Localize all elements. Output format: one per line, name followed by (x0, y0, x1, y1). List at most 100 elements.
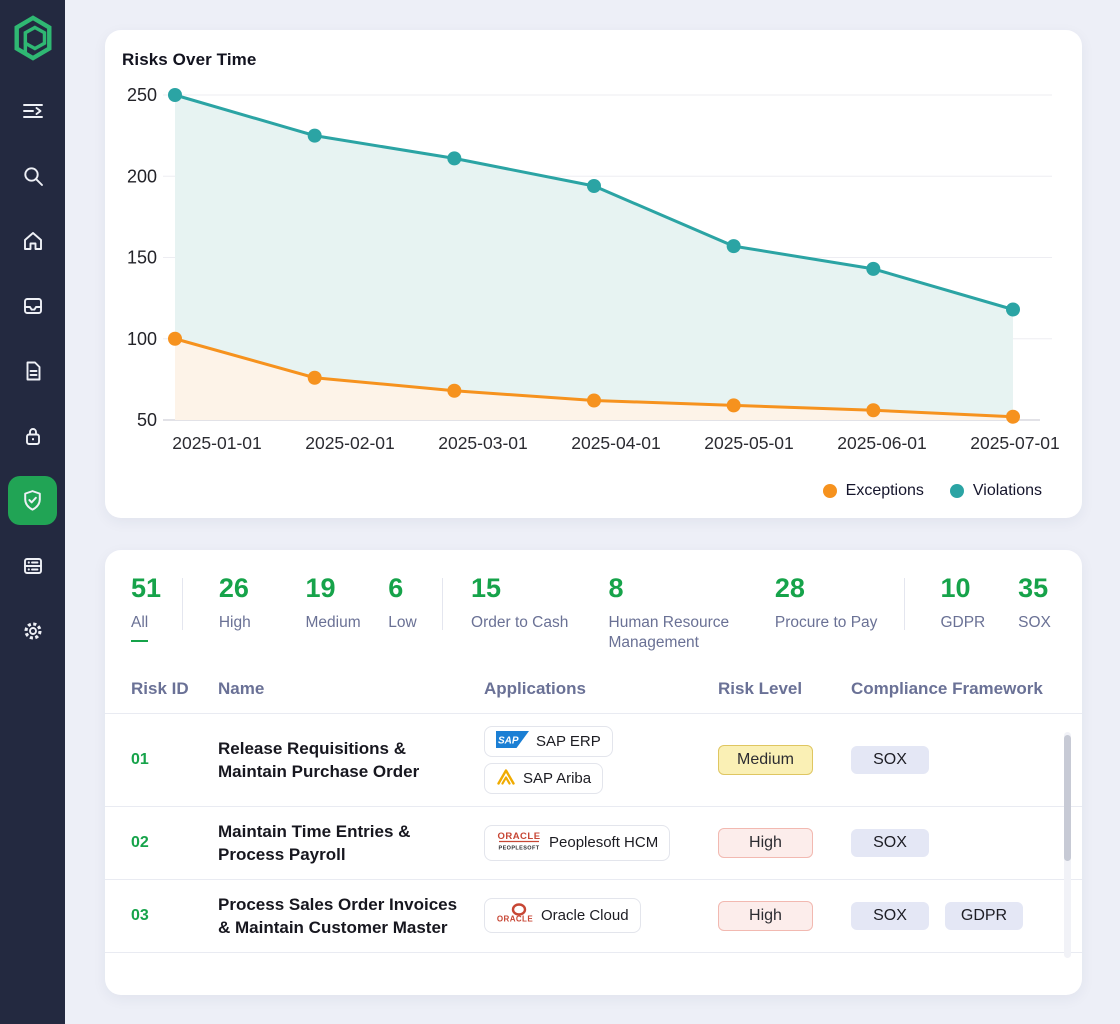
sidebar-item-shield-check[interactable] (8, 476, 57, 525)
stat-filter-sox[interactable]: 35 SOX (1018, 573, 1058, 633)
risk-level-badge-high: High (718, 827, 813, 858)
table-header: Risk ID Name Applications Risk Level Complia… (105, 679, 1082, 714)
svg-text:PEOPLESOFT: PEOPLESOFT (499, 845, 540, 851)
stat-label: SOX (1018, 613, 1051, 631)
sidebar-item-lock[interactable] (8, 411, 57, 460)
table-row[interactable]: 03 Process Sales Order Invoices & Maintai… (105, 880, 1082, 953)
column-header-compliance-framework: Compliance Framework (851, 678, 1043, 698)
risk-name: Release Requisitions & Maintain Purchase… (218, 738, 420, 781)
stat-value: 19 (305, 573, 336, 603)
risk-name: Process Sales Order Invoices & Maintain … (218, 894, 458, 937)
frameworks-cell: SOX (851, 745, 1052, 774)
svg-text:ORACLE: ORACLE (497, 915, 533, 924)
hexagon-logo-icon (14, 15, 51, 61)
risk-id: 01 (131, 750, 149, 768)
stat-value: 35 (1018, 573, 1049, 603)
stat-filter-all[interactable]: 51 All (131, 573, 182, 642)
svg-text:2025-01-01: 2025-01-01 (172, 433, 262, 453)
sidebar (0, 0, 65, 1024)
stat-label: Order to Cash (471, 613, 569, 631)
svg-text:150: 150 (127, 248, 157, 268)
stat-filter-high[interactable]: 26 High (218, 573, 306, 633)
sidebar-item-inbox[interactable] (8, 281, 57, 330)
app-name: SAP ERP (536, 732, 601, 750)
shield-check-icon (20, 488, 45, 513)
risk-filter-stats: 51 All 26 High 19 Medium 6 Low 15 Order to Cash 8 H… (105, 550, 1082, 653)
risk-level-badge-medium: Medium (718, 744, 813, 775)
column-header-risk-id: Risk ID (131, 678, 189, 698)
stats-divider (442, 578, 444, 630)
svg-text:2025-05-01: 2025-05-01 (704, 433, 794, 453)
stat-value: 10 (940, 573, 971, 603)
legend-dot (949, 484, 964, 498)
sidebar-item-search[interactable] (8, 151, 57, 200)
sidebar-item-home[interactable] (8, 216, 57, 265)
oracle-peoplesoft-logo: ORACLE PEOPLESOFT (496, 830, 542, 856)
risk-level-cell: Medium (718, 744, 851, 775)
stat-filter-medium[interactable]: 19 Medium (305, 573, 389, 633)
menu-collapse-icon (21, 99, 45, 123)
inbox-icon (21, 294, 45, 318)
framework-badge-sox: SOX (851, 745, 929, 774)
sap-logo: SAP (496, 730, 529, 752)
sidebar-item-server-list[interactable] (8, 541, 57, 590)
chart-legend: Exceptions Violations (822, 482, 1042, 500)
stat-label: Procure to Pay (774, 613, 878, 631)
document-icon (21, 359, 45, 383)
chart-title: Risks Over Time (122, 50, 257, 69)
app-chip-sap-erp: SAP SAP ERP (484, 725, 613, 757)
risk-id: 02 (131, 833, 149, 851)
table-row[interactable]: 01 Release Requisitions & Maintain Purcha… (105, 714, 1082, 807)
framework-badge-sox: SOX (851, 901, 929, 930)
stat-value: 28 (774, 573, 805, 603)
risks-over-time-card: Risks Over Time 250 200 150 100 50 2025-01-01… (105, 30, 1082, 518)
frameworks-cell: SOX (851, 828, 1052, 857)
svg-text:250: 250 (127, 85, 157, 105)
stat-value: 15 (471, 573, 502, 603)
applications-cell: ORACLE PEOPLESOFT Peoplesoft HCM (484, 824, 718, 861)
risk-id: 03 (131, 906, 149, 924)
svg-text:200: 200 (127, 166, 157, 186)
sidebar-item-document[interactable] (8, 346, 57, 395)
legend-item-violations[interactable]: Violations (949, 482, 1042, 500)
app-name: Peoplesoft HCM (549, 834, 659, 852)
stat-label: High (218, 613, 251, 631)
table-scrollbar-track[interactable] (1064, 732, 1071, 958)
stat-filter-order-to-cash[interactable]: 15 Order to Cash (471, 573, 609, 633)
settings-gear-icon (21, 619, 45, 643)
sidebar-item-menu-collapse[interactable] (8, 86, 57, 135)
stats-divider (181, 578, 183, 630)
app-chip-peoplesoft-hcm: ORACLE PEOPLESOFT Peoplesoft HCM (484, 824, 671, 861)
stat-label: All (131, 613, 182, 642)
risks-table-card: 51 All 26 High 19 Medium 6 Low 15 Order to Cash 8 H… (105, 550, 1082, 995)
risk-level-cell: High (718, 900, 851, 931)
app-logo[interactable] (8, 12, 58, 64)
table-row[interactable]: 02 Maintain Time Entries & Process Payrol… (105, 807, 1082, 880)
svg-text:2025-03-01: 2025-03-01 (438, 433, 528, 453)
stat-filter-low[interactable]: 6 Low (388, 573, 442, 633)
stat-filter-procure-to-pay[interactable]: 28 Procure to Pay (774, 573, 905, 633)
stat-label: Low (388, 613, 417, 631)
svg-text:2025-07-01: 2025-07-01 (970, 433, 1060, 453)
framework-badge-sox: SOX (851, 828, 929, 857)
app-name: SAP Ariba (523, 769, 592, 787)
home-icon (21, 229, 45, 253)
table-scrollbar-thumb[interactable] (1064, 735, 1071, 861)
main-content: Risks Over Time 250 200 150 100 50 2025-01-01… (65, 0, 1120, 1024)
legend-item-exceptions[interactable]: Exceptions (822, 482, 924, 500)
column-header-name: Name (218, 678, 265, 698)
stat-filter-human-resource-management[interactable]: 8 Human Resource Management (609, 573, 775, 653)
applications-cell: ORACLE Oracle Cloud (484, 898, 718, 934)
sidebar-item-settings-gear[interactable] (8, 606, 57, 655)
svg-text:2025-04-01: 2025-04-01 (571, 433, 661, 453)
legend-dot (822, 484, 837, 498)
sap-ariba-logo (496, 768, 516, 789)
stat-value: 6 (388, 573, 404, 603)
stat-filter-gdpr[interactable]: 10 GDPR (940, 573, 1018, 633)
risks-over-time-chart: 250 200 150 100 50 2025-01-01 2025-02-01 2025-0… (127, 85, 1060, 453)
risk-level-cell: High (718, 827, 851, 858)
stat-label: GDPR (940, 613, 986, 631)
column-header-risk-level: Risk Level (718, 678, 803, 698)
svg-text:2025-02-01: 2025-02-01 (305, 433, 395, 453)
risk-level-badge-high: High (718, 900, 813, 931)
